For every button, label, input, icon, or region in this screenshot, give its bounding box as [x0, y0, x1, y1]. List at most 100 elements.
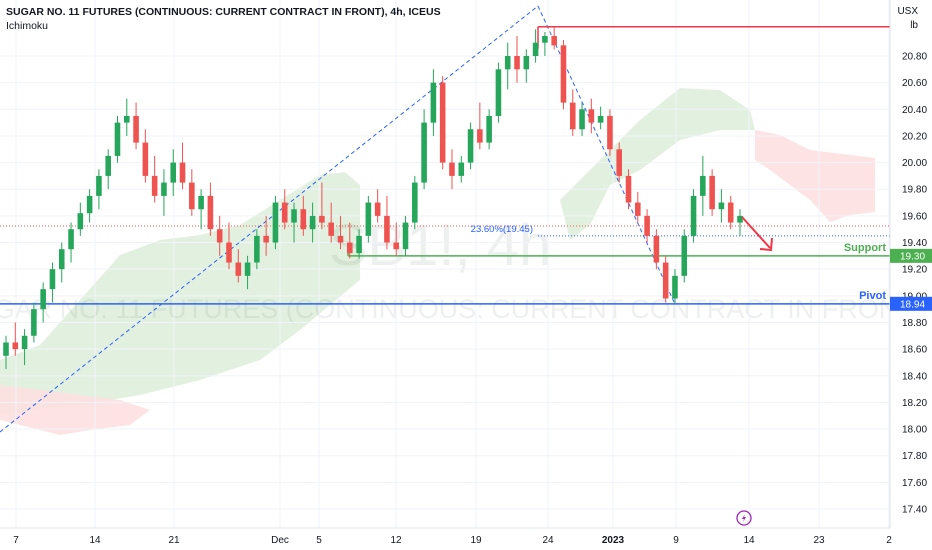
candle-body: [12, 342, 19, 350]
candle-body: [300, 209, 307, 230]
candle-body: [597, 115, 604, 123]
annotations: [741, 216, 773, 252]
y-tick-label: 18.00: [902, 425, 927, 436]
y-tick-label: 19.40: [902, 238, 927, 249]
y-tick-label: 20.60: [902, 78, 927, 89]
candle-body: [579, 109, 585, 130]
candle-body: [542, 36, 548, 43]
candle-body: [77, 213, 84, 230]
candle-body: [532, 42, 539, 56]
candle-body: [504, 56, 511, 70]
y-tick-label: 20.40: [902, 105, 927, 116]
candle-body: [402, 222, 409, 250]
ichimoku-cloud: [0, 88, 875, 435]
candle-body: [625, 175, 632, 203]
candle-body: [337, 235, 344, 243]
y-axis-ticks: 17.40 17.60 17.80 18.00 18.20 18.40 18.60 18.80…: [902, 52, 927, 516]
x-tick-label: 14: [89, 535, 101, 546]
candle-body: [365, 202, 372, 236]
candle-body: [458, 162, 465, 176]
candle-body: [588, 109, 595, 123]
x-tick-label: 24: [542, 535, 554, 546]
candle-body: [309, 215, 316, 230]
lightning-icon[interactable]: [736, 510, 752, 526]
price-badges: 19.30 18.94: [890, 248, 932, 311]
y-tick-label: 17.40: [902, 505, 927, 516]
y-tick-label: 18.40: [902, 371, 927, 382]
y-tick-label: 19.60: [902, 211, 927, 222]
watermark: SB1!, 4h SUGAR NO. 11 FUTURES (CONTINUOU…: [0, 213, 924, 324]
x-tick-label: 2: [886, 535, 892, 546]
candle-body: [412, 182, 418, 223]
candle-body: [198, 195, 204, 210]
watermark-description: SUGAR NO. 11 FUTURES (CONTINUOUS: CURREN…: [0, 294, 924, 324]
cloud-bull-segment-1: [0, 172, 360, 415]
candle-body: [31, 309, 37, 336]
candle-body: [151, 175, 158, 196]
candle-body: [644, 215, 650, 236]
candle-body: [216, 229, 223, 243]
x-tick-label: 5: [316, 535, 322, 546]
currency-label: USX: [897, 6, 918, 17]
y-tick-label: 19.20: [902, 265, 927, 276]
candle-body: [86, 195, 93, 214]
x-tick-label: 2023: [602, 535, 625, 546]
cloud-bull-segment-2: [560, 88, 755, 240]
candle-body: [21, 335, 28, 350]
indicator-label[interactable]: Ichimoku: [6, 20, 49, 32]
candle-body: [514, 56, 520, 70]
candle-body: [319, 215, 325, 223]
candle-body: [421, 122, 427, 183]
y-tick-label: 20.00: [902, 158, 927, 169]
candle-body: [281, 202, 288, 223]
candle-body: [718, 202, 725, 210]
cloud-bear-segment-2: [755, 130, 875, 222]
candle-body: [477, 129, 483, 143]
y-tick-label: 18.60: [902, 345, 927, 356]
candle-body: [328, 222, 334, 236]
candle-body: [449, 162, 455, 176]
candle-body: [607, 115, 613, 150]
pivot-price-badge: [890, 296, 932, 311]
candle-body: [263, 235, 269, 243]
candle-body: [384, 215, 390, 243]
candle-body: [179, 162, 186, 183]
candle-body: [96, 175, 102, 196]
x-tick-label: 23: [813, 535, 825, 546]
candle-body: [235, 262, 242, 276]
candle-body: [291, 209, 297, 223]
support-price-badge-text: 19.30: [900, 251, 925, 262]
y-tick-label: 19.80: [902, 185, 927, 196]
x-axis-ticks: 7 14 21 Dec 5 12 19 24 2023 9 14 23 2: [13, 535, 892, 546]
candle-body: [133, 115, 139, 143]
projection-arrow[interactable]: [741, 216, 771, 249]
candle-body: [207, 195, 214, 230]
fib-trend-line-up[interactable]: [0, 5, 539, 433]
fib-level-label: 23.60%(19.45): [471, 224, 533, 235]
candle-body: [3, 342, 9, 356]
candle-body: [727, 202, 734, 223]
candle-body: [189, 182, 195, 210]
candle-body: [114, 122, 121, 156]
candle-body: [523, 56, 530, 70]
candle-body: [569, 102, 576, 130]
candle-body: [560, 45, 567, 103]
candle-body: [486, 115, 492, 143]
fib-trend-line-down[interactable]: [537, 5, 675, 303]
pivot-label: Pivot: [859, 290, 886, 302]
y-tick-label: 17.60: [902, 478, 927, 489]
candle-body: [254, 235, 260, 263]
candle-body: [142, 142, 149, 176]
pivot-price-badge-text: 18.94: [900, 299, 925, 310]
x-tick-label: 21: [168, 535, 180, 546]
candle-body: [393, 242, 400, 250]
candle-body: [681, 235, 688, 276]
y-tick-label: 20.80: [902, 52, 927, 63]
x-tick-label: 9: [673, 535, 679, 546]
price-axis[interactable]: [890, 0, 932, 528]
candle-body: [226, 242, 232, 263]
candle-body: [58, 249, 65, 270]
candle-body: [672, 275, 678, 299]
candle-body: [439, 82, 446, 163]
